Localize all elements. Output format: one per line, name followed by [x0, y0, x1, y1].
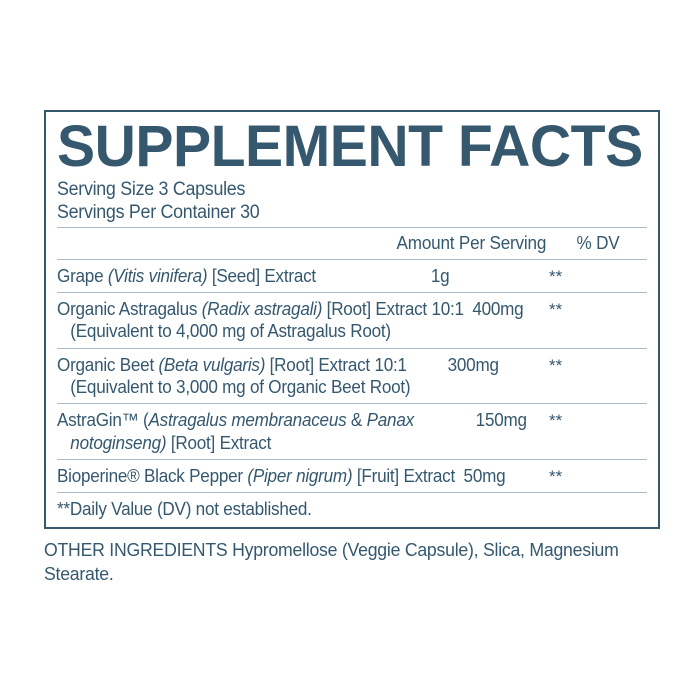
header-percent-dv: % DV: [576, 232, 620, 253]
nutrition-table: Amount Per Serving % DV Grape (Vitis vinif…: [57, 228, 647, 493]
amount-value: 400mg: [472, 299, 524, 320]
ingredient-cell: AstraGin™ (Astragalus membranaceus & Pan…: [57, 404, 549, 459]
daily-value-footnote: **Daily Value (DV) not established.: [57, 499, 312, 520]
table-row: AstraGin™ (Astragalus membranaceus & Pan…: [57, 404, 647, 459]
ingredient-name: Grape (Vitis vinifera) [Seed] Extract 1g: [57, 265, 450, 286]
ingredient-name: Bioperine® Black Pepper (Piper nigrum) […: [57, 465, 506, 486]
ingredient-cell: Organic Beet (Beta vulgaris) [Root] Extr…: [57, 349, 549, 404]
ingredient-subtext: (Equivalent to 4,000 mg of Astragalus Ro…: [70, 321, 391, 342]
table-row: Bioperine® Black Pepper (Piper nigrum) […: [57, 460, 647, 492]
daily-value-cell: **: [549, 466, 563, 486]
ingredient-cell: Grape (Vitis vinifera) [Seed] Extract 1g: [57, 260, 549, 292]
ingredient-name: AstraGin™ (Astragalus membranaceus & Pan…: [57, 410, 527, 431]
divider: [57, 492, 647, 494]
ingredient-cell: Organic Astragalus (Radix astragali) [Ro…: [57, 293, 549, 348]
table-row: Organic Astragalus (Radix astragali) [Ro…: [57, 293, 647, 348]
daily-value-cell: **: [549, 300, 563, 320]
supplement-facts-label: SUPPLEMENT FACTS Serving Size 3 Capsules…: [44, 110, 660, 586]
amount-value: 300mg: [447, 354, 499, 375]
amount-value: 50mg: [463, 465, 506, 486]
divider: [57, 403, 647, 405]
daily-value-cell: **: [549, 266, 563, 286]
divider: [57, 226, 647, 228]
divider: [57, 292, 647, 294]
divider: [57, 258, 647, 260]
serving-info: Serving Size 3 Capsules Servings Per Con…: [57, 179, 647, 226]
ingredient-cell: Bioperine® Black Pepper (Piper nigrum) […: [57, 460, 549, 492]
divider: [57, 347, 647, 349]
amount-value: 150mg: [475, 410, 527, 431]
servings-per-container: Servings Per Container 30: [57, 201, 260, 223]
page-title: SUPPLEMENT FACTS: [57, 114, 643, 179]
table-row: Grape (Vitis vinifera) [Seed] Extract 1g *…: [57, 260, 647, 292]
ingredient-subtext: (Equivalent to 3,000 mg of Organic Beet …: [70, 377, 411, 398]
table-row: Organic Beet (Beta vulgaris) [Root] Extr…: [57, 349, 647, 404]
serving-size: Serving Size 3 Capsules: [57, 179, 246, 201]
other-ingredients: OTHER INGREDIENTS Hypromellose (Veggie C…: [44, 539, 619, 584]
ingredient-name: Organic Astragalus (Radix astragali) [Ro…: [57, 299, 524, 320]
daily-value-cell: **: [549, 411, 563, 431]
ingredient-subtext: notoginseng) [Root] Extract: [70, 432, 272, 453]
amount-value: 1g: [430, 265, 450, 286]
daily-value-cell: **: [549, 355, 563, 375]
divider: [57, 458, 647, 460]
ingredient-name: Organic Beet (Beta vulgaris) [Root] Extr…: [57, 354, 499, 375]
facts-panel: SUPPLEMENT FACTS Serving Size 3 Capsules…: [44, 110, 660, 530]
header-amount-per-serving: Amount Per Serving: [396, 232, 547, 253]
table-header-row: Amount Per Serving % DV: [57, 228, 647, 259]
